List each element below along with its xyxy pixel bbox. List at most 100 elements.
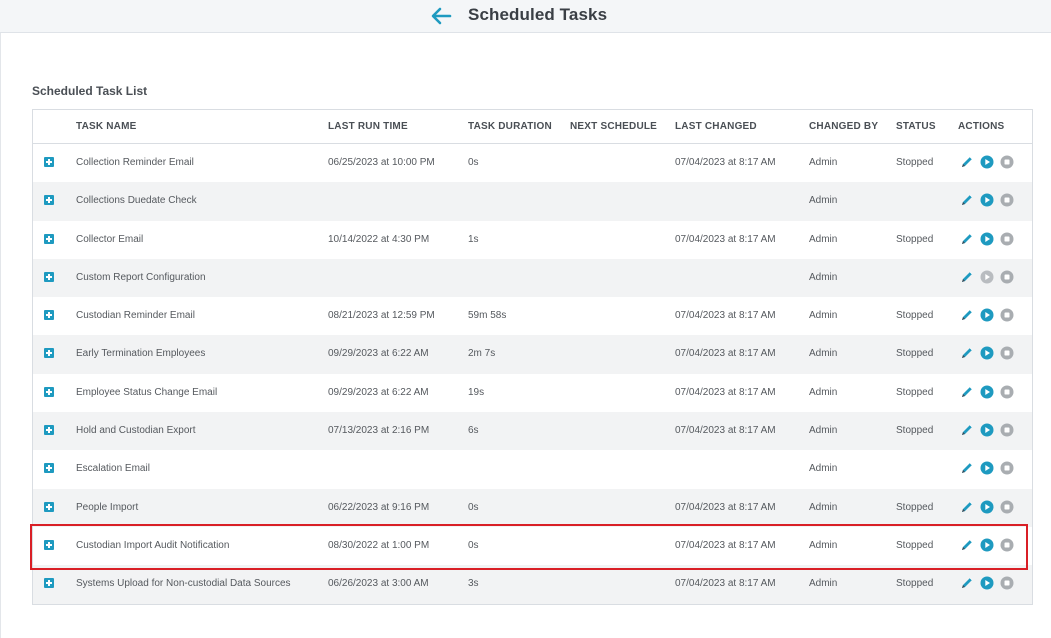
table-row[interactable]: Employee Status Change Email 09/29/2023 a… — [33, 374, 1032, 412]
cell-last-changed: 07/04/2023 at 8:17 AM — [675, 310, 776, 322]
play-circle-icon[interactable] — [980, 346, 994, 360]
cell-task-duration: 3s — [468, 578, 479, 590]
table-row[interactable]: Escalation Email Admin — [33, 450, 1032, 488]
expand-plus-icon[interactable] — [44, 310, 54, 321]
table-row[interactable]: People Import 06/22/2023 at 9:16 PM 0s 07/0… — [33, 488, 1032, 527]
cell-changed-by: Admin — [809, 425, 838, 437]
cell-last-changed: 07/04/2023 at 8:17 AM — [675, 233, 776, 245]
cell-last-changed: 07/04/2023 at 8:17 AM — [675, 539, 776, 551]
play-circle-icon[interactable] — [980, 576, 994, 590]
cell-last-run-time: 06/22/2023 at 9:16 PM — [328, 501, 430, 513]
cell-last-run-time: 06/25/2023 at 10:00 PM — [328, 157, 435, 168]
cell-last-run-time: 10/14/2022 at 4:30 PM — [328, 233, 430, 245]
expand-plus-icon[interactable] — [44, 425, 54, 436]
edit-pencil-icon[interactable] — [960, 576, 974, 590]
stop-circle-icon[interactable] — [1000, 232, 1014, 246]
expand-plus-icon[interactable] — [44, 195, 54, 206]
stop-circle-icon[interactable] — [1000, 385, 1014, 399]
cell-task-name: Escalation Email — [76, 463, 150, 475]
cell-changed-by: Admin — [809, 310, 838, 322]
cell-task-duration: 59m 58s — [468, 310, 507, 322]
column-header-next-schedule[interactable]: NEXT SCHEDULE — [570, 121, 658, 132]
cell-task-name: Custodian Reminder Email — [76, 310, 195, 322]
table-row[interactable]: Systems Upload for Non-custodial Data So… — [33, 565, 1032, 604]
edit-pencil-icon[interactable] — [960, 193, 974, 207]
play-circle-icon[interactable] — [980, 461, 994, 475]
edit-pencil-icon[interactable] — [960, 155, 974, 169]
cell-last-run-time: 08/21/2023 at 12:59 PM — [328, 310, 435, 322]
cell-status: Stopped — [896, 425, 934, 437]
edit-pencil-icon[interactable] — [960, 423, 974, 437]
edit-pencil-icon[interactable] — [960, 270, 974, 284]
table-row[interactable]: Collections Duedate Check Admin — [33, 182, 1032, 221]
cell-changed-by: Admin — [809, 539, 838, 551]
table-body: Collection Reminder Email 06/25/2023 at 1… — [33, 144, 1032, 604]
column-header-actions: ACTIONS — [958, 121, 1005, 132]
cell-task-name: Custodian Import Audit Notification — [76, 539, 230, 551]
cell-changed-by: Admin — [809, 501, 838, 513]
play-circle-icon[interactable] — [980, 270, 994, 284]
edit-pencil-icon[interactable] — [960, 500, 974, 514]
expand-plus-icon[interactable] — [44, 271, 54, 282]
expand-plus-icon[interactable] — [44, 578, 54, 589]
expand-plus-icon[interactable] — [44, 157, 54, 167]
cell-task-duration: 6s — [468, 425, 479, 437]
section-title: Scheduled Task List — [32, 84, 148, 98]
stop-circle-icon[interactable] — [1000, 461, 1014, 475]
cell-task-name: Collections Duedate Check — [76, 195, 197, 207]
column-header-task-name[interactable]: TASK NAME — [76, 121, 137, 132]
stop-circle-icon[interactable] — [1000, 270, 1014, 284]
edit-pencil-icon[interactable] — [960, 461, 974, 475]
cell-status: Stopped — [896, 539, 934, 551]
cell-last-run-time: 09/29/2023 at 6:22 AM — [328, 386, 429, 398]
cell-changed-by: Admin — [809, 578, 838, 590]
back-arrow-icon[interactable] — [429, 5, 453, 27]
cell-task-name: Early Termination Employees — [76, 348, 206, 360]
edit-pencil-icon[interactable] — [960, 538, 974, 552]
play-circle-icon[interactable] — [980, 193, 994, 207]
play-circle-icon[interactable] — [980, 155, 994, 169]
table-row[interactable]: Custodian Import Audit Notification 08/30… — [33, 527, 1032, 565]
expand-plus-icon[interactable] — [44, 348, 54, 359]
play-circle-icon[interactable] — [980, 232, 994, 246]
play-circle-icon[interactable] — [980, 423, 994, 437]
expand-plus-icon[interactable] — [44, 386, 54, 397]
cell-status: Stopped — [896, 157, 934, 168]
expand-plus-icon[interactable] — [44, 539, 54, 550]
edit-pencil-icon[interactable] — [960, 346, 974, 360]
expand-plus-icon[interactable] — [44, 501, 54, 512]
stop-circle-icon[interactable] — [1000, 346, 1014, 360]
stop-circle-icon[interactable] — [1000, 193, 1014, 207]
edit-pencil-icon[interactable] — [960, 385, 974, 399]
cell-last-changed: 07/04/2023 at 8:17 AM — [675, 501, 776, 513]
play-circle-icon[interactable] — [980, 385, 994, 399]
cell-status: Stopped — [896, 501, 934, 513]
column-header-status[interactable]: STATUS — [896, 121, 936, 132]
task-table: TASK NAME LAST RUN TIME TASK DURATION NE… — [32, 109, 1033, 605]
play-circle-icon[interactable] — [980, 538, 994, 552]
column-header-last-changed[interactable]: LAST CHANGED — [675, 121, 757, 132]
table-row[interactable]: Collection Reminder Email 06/25/2023 at 1… — [33, 144, 1032, 182]
play-circle-icon[interactable] — [980, 308, 994, 322]
play-circle-icon[interactable] — [980, 500, 994, 514]
stop-circle-icon[interactable] — [1000, 538, 1014, 552]
stop-circle-icon[interactable] — [1000, 423, 1014, 437]
cell-task-duration: 2m 7s — [468, 348, 496, 360]
left-divider — [0, 33, 1, 638]
stop-circle-icon[interactable] — [1000, 308, 1014, 322]
column-header-changed-by[interactable]: CHANGED BY — [809, 121, 879, 132]
table-row[interactable]: Custom Report Configuration Admin — [33, 258, 1032, 298]
stop-circle-icon[interactable] — [1000, 500, 1014, 514]
expand-plus-icon[interactable] — [44, 233, 54, 244]
column-header-last-run-time[interactable]: LAST RUN TIME — [328, 121, 408, 132]
table-row[interactable]: Early Termination Employees 09/29/2023 at… — [33, 335, 1032, 374]
table-row[interactable]: Collector Email 10/14/2022 at 4:30 PM 1s 07… — [33, 221, 1032, 259]
expand-plus-icon[interactable] — [44, 463, 54, 474]
table-row[interactable]: Custodian Reminder Email 08/21/2023 at 12… — [33, 297, 1032, 335]
edit-pencil-icon[interactable] — [960, 308, 974, 322]
stop-circle-icon[interactable] — [1000, 155, 1014, 169]
column-header-task-duration[interactable]: TASK DURATION — [468, 121, 552, 132]
stop-circle-icon[interactable] — [1000, 576, 1014, 590]
edit-pencil-icon[interactable] — [960, 232, 974, 246]
table-row[interactable]: Hold and Custodian Export 07/13/2023 at 2… — [33, 412, 1032, 451]
